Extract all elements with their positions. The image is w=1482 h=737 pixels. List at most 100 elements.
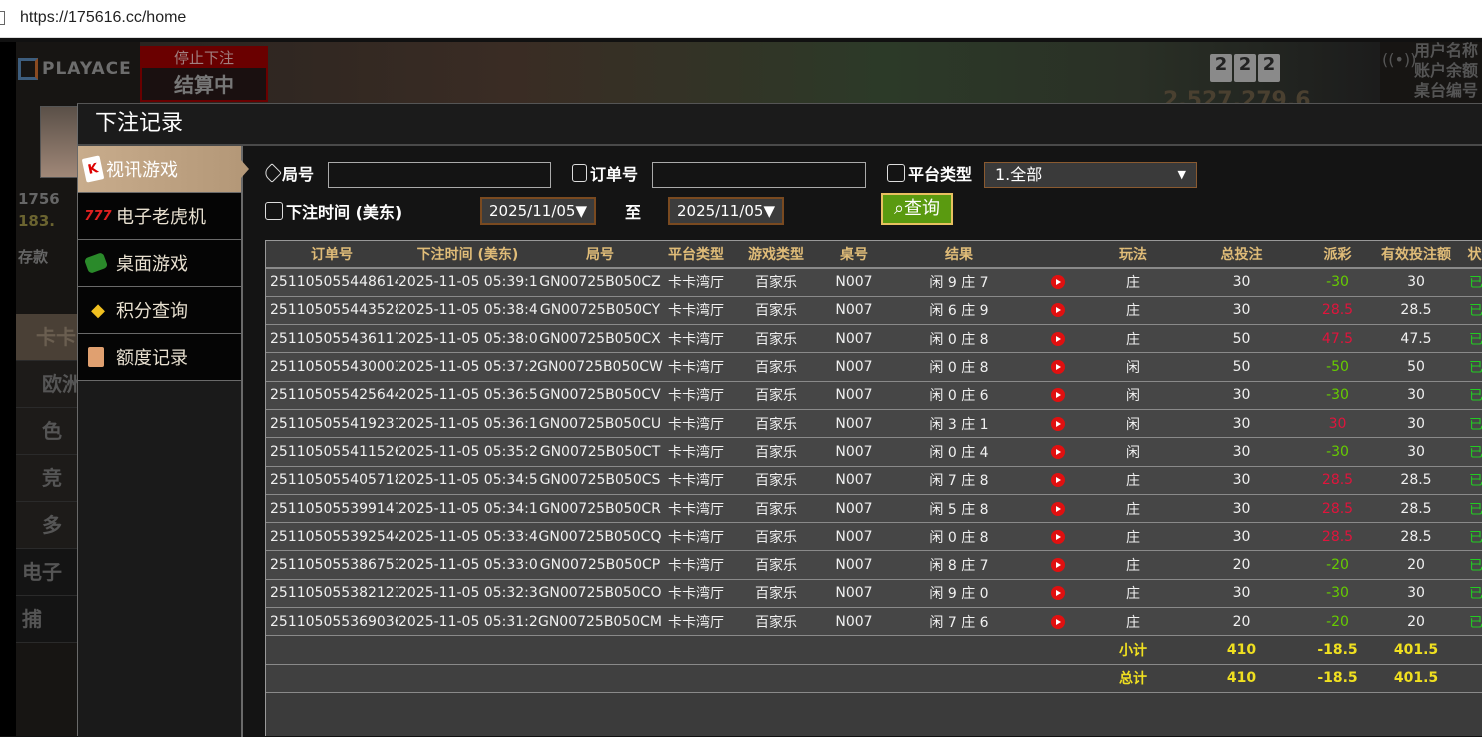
game-type: 百家乐 <box>729 296 823 326</box>
platform-type: 卡卡湾厅 <box>663 466 729 495</box>
menu-item-credit-records[interactable]: 额度记录 <box>78 334 241 381</box>
round-number: GN00725B050CU <box>537 409 663 439</box>
slot-777-icon: 777 <box>84 208 112 224</box>
browser-address-bar[interactable]: https://175616.cc/home <box>0 0 1482 38</box>
play-video-icon[interactable] <box>1051 473 1065 488</box>
table-row[interactable]: 251105055425644 2025-11-05 05:36:54 GN0072… <box>266 381 1482 410</box>
replay-cell <box>1033 550 1083 580</box>
result: 闲 6 庄 9 <box>885 296 1033 326</box>
total-bet: 30 <box>1183 437 1300 467</box>
play-video-icon[interactable] <box>1051 529 1065 544</box>
valid-bet: 28.5 <box>1375 296 1457 326</box>
nav-item[interactable]: 色 <box>16 408 78 455</box>
table-row[interactable]: 251105055386753 2025-11-05 05:33:06 GN0072… <box>266 550 1482 580</box>
valid-bet: 28.5 <box>1375 466 1457 495</box>
site-info-icon[interactable] <box>0 11 5 25</box>
table-row[interactable]: 251105055411526 2025-11-05 05:35:29 GN0072… <box>266 437 1482 467</box>
play-video-icon[interactable] <box>1051 614 1065 629</box>
bet-time: 2025-11-05 05:33:06 <box>398 550 537 580</box>
status: 已派彩 <box>1457 352 1482 382</box>
play-video-icon[interactable] <box>1051 331 1065 346</box>
url-text[interactable]: https://175616.cc/home <box>20 9 187 26</box>
order-number: 251105055430003 <box>266 352 398 382</box>
play-video-icon[interactable] <box>1051 586 1065 601</box>
document-icon <box>88 347 104 367</box>
play-video-icon[interactable] <box>1051 501 1065 516</box>
play-video-icon[interactable] <box>1051 303 1065 318</box>
avatar[interactable] <box>40 106 80 178</box>
table-row[interactable]: 251105055369036 2025-11-05 05:31:20 GN0072… <box>266 607 1482 637</box>
bet-time: 2025-11-05 05:34:55 <box>398 466 537 495</box>
table-row[interactable]: 251105055419231 2025-11-05 05:36:15 GN0072… <box>266 409 1482 439</box>
replay-cell <box>1033 268 1083 297</box>
status: 已派彩 <box>1457 522 1482 552</box>
play-video-icon[interactable] <box>1051 388 1065 403</box>
query-button[interactable]: ⌕查询 <box>881 193 953 225</box>
date-to-picker[interactable]: 2025/11/05▼ <box>668 197 784 225</box>
nav-item[interactable]: 电子 <box>16 549 78 596</box>
round-number: GN00725B050CP <box>537 550 663 580</box>
menu-item-live-games[interactable]: K 视讯游戏 <box>78 146 249 193</box>
game-type: 百家乐 <box>729 268 823 297</box>
valid-bet: 30 <box>1375 437 1457 467</box>
round-label: 局号 <box>262 161 314 185</box>
menu-label: 额度记录 <box>116 348 188 369</box>
valid-bet: 20 <box>1375 607 1457 637</box>
sum-valid-bet: 401.5 <box>1375 664 1457 693</box>
table-row[interactable]: 251105055405718 2025-11-05 05:34:55 GN0072… <box>266 466 1482 495</box>
column-header: 局号 <box>537 241 663 269</box>
table-row[interactable]: 251105055399147 2025-11-05 05:34:17 GN0072… <box>266 494 1482 524</box>
table-row[interactable]: 251105055443528 2025-11-05 05:38:43 GN0072… <box>266 296 1482 326</box>
replay-cell <box>1033 522 1083 552</box>
play-video-icon[interactable] <box>1051 558 1065 573</box>
game-type: 百家乐 <box>729 607 823 637</box>
deposit-button[interactable]: 存款 <box>18 248 49 266</box>
play-video-icon[interactable] <box>1051 444 1065 459</box>
play-video-icon[interactable] <box>1051 416 1065 431</box>
column-header: 订单号 <box>266 241 398 269</box>
round-input[interactable] <box>328 162 551 188</box>
bet-time: 2025-11-05 05:34:17 <box>398 494 537 524</box>
nav-item[interactable]: 多 <box>16 502 78 549</box>
status: 已派彩 <box>1457 437 1482 467</box>
search-icon: ⌕ <box>893 198 905 219</box>
platform-select[interactable]: 1.全部 ▼ <box>984 162 1197 188</box>
nav-item[interactable]: 捕 <box>16 596 78 643</box>
round-number: GN00725B050CS <box>537 466 663 495</box>
menu-item-slots[interactable]: 777 电子老虎机 <box>78 193 241 240</box>
nav-item[interactable]: 欧洲 <box>16 361 78 408</box>
table-row[interactable]: 251105055436117 2025-11-05 05:38:00 GN0072… <box>266 324 1482 354</box>
table-number: N007 <box>823 381 885 410</box>
table-row[interactable]: 251105055392544 2025-11-05 05:33:40 GN0072… <box>266 522 1482 552</box>
empty-cell <box>1033 664 1083 693</box>
table-number: N007 <box>823 409 885 439</box>
bet-time: 2025-11-05 05:39:14 <box>398 268 537 297</box>
table-row[interactable]: 251105055430003 2025-11-05 05:37:22 GN0072… <box>266 352 1482 382</box>
empty-cell <box>398 664 537 693</box>
left-edge <box>0 42 16 736</box>
replay-cell <box>1033 381 1083 410</box>
nav-item[interactable]: 卡卡 <box>16 314 78 361</box>
nav-item[interactable]: 竞 <box>16 455 78 502</box>
play-video-icon[interactable] <box>1051 360 1065 375</box>
chevron-down-icon: ▼ <box>1177 168 1186 181</box>
table-row[interactable]: 251105055382123 2025-11-05 05:32:36 GN0072… <box>266 579 1482 609</box>
game-type: 百家乐 <box>729 550 823 580</box>
clipboard-icon <box>572 164 587 182</box>
menu-item-points[interactable]: ◆ 积分查询 <box>78 287 241 334</box>
total-bet: 20 <box>1183 607 1300 637</box>
table-row[interactable]: 251105055448614 2025-11-05 05:39:14 GN0072… <box>266 268 1482 297</box>
order-input[interactable] <box>652 162 866 188</box>
play-video-icon[interactable] <box>1051 275 1065 290</box>
result: 闲 5 庄 8 <box>885 494 1033 524</box>
order-label-text: 订单号 <box>590 165 639 184</box>
order-number: 251105055386753 <box>266 550 398 580</box>
status: 已派彩 <box>1457 324 1482 354</box>
menu-item-table-games[interactable]: 桌面游戏 <box>78 240 241 287</box>
payout: -50 <box>1300 352 1375 382</box>
column-header: 状态 <box>1457 241 1482 269</box>
platform-label: 平台类型 <box>887 161 972 185</box>
stop-bet-label: 停止下注 <box>142 48 266 68</box>
date-from-picker[interactable]: 2025/11/05▼ <box>480 197 596 225</box>
platform-type: 卡卡湾厅 <box>663 494 729 524</box>
